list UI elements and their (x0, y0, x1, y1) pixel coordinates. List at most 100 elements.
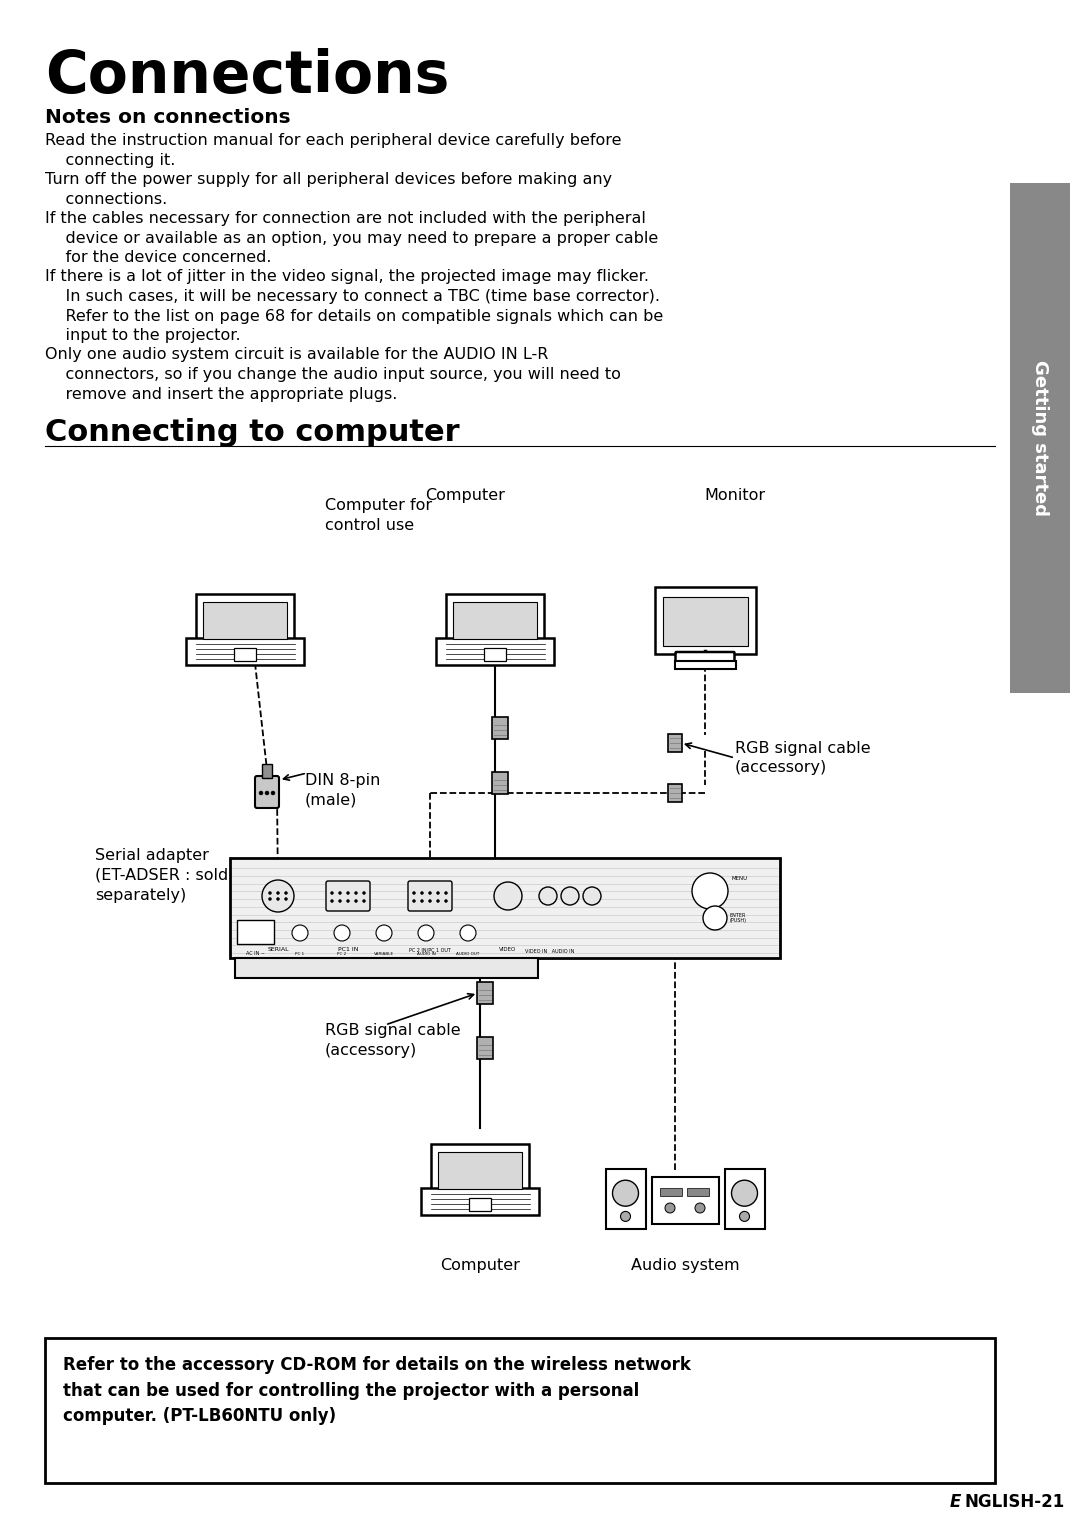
FancyBboxPatch shape (606, 1170, 646, 1229)
Text: connectors, so if you change the audio input source, you will need to: connectors, so if you change the audio i… (45, 366, 621, 382)
FancyBboxPatch shape (237, 920, 274, 944)
FancyBboxPatch shape (1010, 182, 1070, 693)
Circle shape (703, 906, 727, 931)
Circle shape (612, 1180, 638, 1206)
Text: PC 2: PC 2 (337, 952, 347, 957)
Text: Getting started: Getting started (1031, 360, 1049, 517)
Circle shape (276, 892, 280, 894)
FancyBboxPatch shape (431, 1144, 528, 1196)
Circle shape (330, 900, 334, 903)
Circle shape (429, 900, 432, 903)
Circle shape (731, 1180, 757, 1206)
FancyBboxPatch shape (492, 773, 508, 794)
Circle shape (284, 897, 287, 900)
Text: Notes on connections: Notes on connections (45, 107, 291, 127)
Text: In such cases, it will be necessary to connect a TBC (time base corrector).: In such cases, it will be necessary to c… (45, 290, 660, 304)
Text: Refer to the accessory CD-ROM for details on the wireless network
that can be us: Refer to the accessory CD-ROM for detail… (63, 1357, 691, 1426)
Text: NGLISH-21: NGLISH-21 (964, 1493, 1064, 1512)
Circle shape (740, 1211, 750, 1222)
Text: PC 2 IN/PC 1 OUT: PC 2 IN/PC 1 OUT (409, 947, 451, 952)
FancyBboxPatch shape (45, 1338, 995, 1482)
FancyBboxPatch shape (469, 1197, 491, 1211)
Text: VIDEO IN   AUDIO IN: VIDEO IN AUDIO IN (525, 949, 575, 954)
Text: MENU: MENU (732, 875, 748, 880)
Text: Connections: Connections (45, 48, 449, 104)
Circle shape (262, 880, 294, 912)
FancyBboxPatch shape (446, 593, 543, 645)
Circle shape (376, 924, 392, 941)
Circle shape (347, 892, 350, 894)
Text: Connecting to computer: Connecting to computer (45, 419, 460, 448)
FancyBboxPatch shape (203, 602, 287, 639)
Circle shape (696, 1203, 705, 1213)
Circle shape (330, 892, 334, 894)
FancyBboxPatch shape (234, 648, 256, 661)
Text: AUDIO OUT: AUDIO OUT (457, 952, 480, 957)
FancyBboxPatch shape (484, 648, 507, 661)
Text: E: E (950, 1493, 961, 1512)
FancyBboxPatch shape (687, 1188, 708, 1196)
FancyBboxPatch shape (477, 983, 492, 1004)
Circle shape (692, 872, 728, 909)
FancyBboxPatch shape (186, 638, 303, 664)
FancyBboxPatch shape (477, 1036, 492, 1059)
FancyBboxPatch shape (197, 593, 294, 645)
Circle shape (269, 897, 271, 900)
Text: Computer: Computer (426, 487, 505, 503)
Text: input to the projector.: input to the projector. (45, 328, 241, 343)
Text: Monitor: Monitor (704, 487, 766, 503)
FancyBboxPatch shape (669, 783, 681, 802)
Circle shape (436, 900, 440, 903)
Circle shape (338, 892, 341, 894)
Text: remove and insert the appropriate plugs.: remove and insert the appropriate plugs. (45, 386, 397, 402)
Text: Computer for
control use: Computer for control use (325, 498, 432, 533)
Circle shape (420, 892, 423, 894)
Text: If there is a lot of jitter in the video signal, the projected image may flicker: If there is a lot of jitter in the video… (45, 270, 649, 285)
Text: device or available as an option, you may need to prepare a proper cable: device or available as an option, you ma… (45, 230, 658, 245)
FancyBboxPatch shape (725, 1170, 765, 1229)
Circle shape (583, 888, 600, 904)
Text: If the cables necessary for connection are not included with the peripheral: If the cables necessary for connection a… (45, 212, 646, 225)
Text: Read the instruction manual for each peripheral device carefully before: Read the instruction manual for each per… (45, 133, 621, 149)
Circle shape (276, 897, 280, 900)
Circle shape (413, 892, 416, 894)
FancyBboxPatch shape (651, 1177, 718, 1223)
Circle shape (354, 892, 357, 894)
Text: Audio system: Audio system (631, 1259, 740, 1272)
Text: VIDEO: VIDEO (499, 947, 516, 952)
Circle shape (363, 892, 365, 894)
FancyBboxPatch shape (255, 776, 279, 808)
Circle shape (418, 924, 434, 941)
Circle shape (561, 888, 579, 904)
Circle shape (363, 900, 365, 903)
Text: RGB signal cable
(accessory): RGB signal cable (accessory) (735, 740, 870, 776)
Circle shape (338, 900, 341, 903)
Text: connections.: connections. (45, 192, 167, 207)
Circle shape (334, 924, 350, 941)
FancyBboxPatch shape (675, 652, 734, 665)
FancyBboxPatch shape (437, 1151, 522, 1190)
Circle shape (269, 892, 271, 894)
Circle shape (284, 892, 287, 894)
FancyBboxPatch shape (453, 602, 537, 639)
Circle shape (265, 791, 269, 796)
FancyBboxPatch shape (421, 1188, 539, 1214)
Text: PC1 IN: PC1 IN (338, 947, 359, 952)
FancyBboxPatch shape (675, 661, 735, 668)
FancyBboxPatch shape (436, 638, 554, 664)
FancyBboxPatch shape (230, 858, 780, 958)
Circle shape (436, 892, 440, 894)
Circle shape (494, 881, 522, 911)
Text: Only one audio system circuit is available for the AUDIO IN L-R: Only one audio system circuit is availab… (45, 348, 549, 362)
Text: DIN 8-pin
(male): DIN 8-pin (male) (305, 773, 380, 808)
Circle shape (354, 900, 357, 903)
Text: PC 1: PC 1 (296, 952, 305, 957)
FancyBboxPatch shape (235, 958, 538, 978)
Circle shape (259, 791, 264, 796)
FancyBboxPatch shape (662, 596, 747, 645)
Circle shape (420, 900, 423, 903)
FancyBboxPatch shape (408, 881, 453, 911)
Text: AC IN ~: AC IN ~ (245, 950, 265, 957)
Circle shape (347, 900, 350, 903)
FancyBboxPatch shape (262, 763, 272, 779)
